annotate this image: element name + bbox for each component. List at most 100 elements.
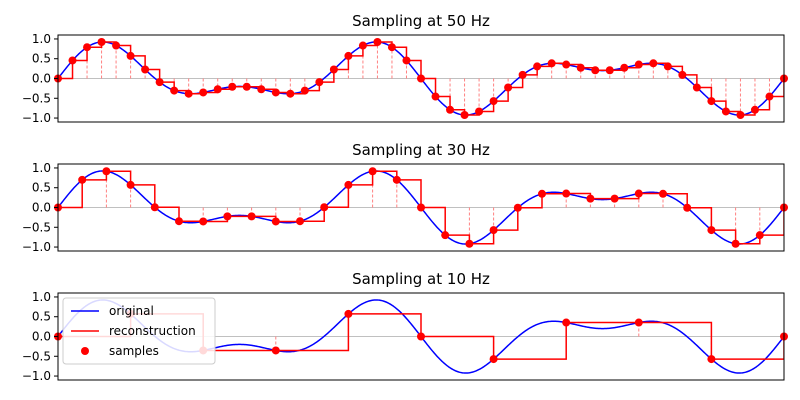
panel-1-sample-point-45: [707, 97, 716, 106]
panel-3-sample-point-4: [344, 309, 353, 318]
legend-reconstruction-label: reconstruction: [109, 324, 196, 338]
panel-2-sample-point-29: [755, 231, 764, 240]
panel-1-sample-point-46: [721, 107, 730, 116]
panel-2-sample-point-27: [707, 226, 716, 235]
panel-1-sample-point-42: [663, 62, 672, 71]
panel-2-sample-point-22: [586, 194, 595, 203]
panel-1-sample-point-41: [649, 59, 658, 68]
panel-1-sample-point-10: [199, 88, 208, 97]
panel-1-ytick-label-1: 0.5: [32, 52, 51, 66]
panel-1-sample-point-12: [228, 82, 237, 91]
panel-1-sample-point-37: [591, 66, 600, 75]
panel-1-sample-point-39: [620, 63, 629, 72]
panel-3-sample-point-9: [707, 355, 716, 364]
panel-2-ytick-label-3: −0.5: [22, 220, 51, 234]
panel-1-sample-point-23: [387, 43, 396, 52]
panel-2-sample-point-16: [441, 231, 450, 240]
panel-2-sample-point-5: [175, 217, 183, 226]
panel-1-sampling-at-50-hz: 1.0 0.5 0.0 −0.5 −1.0 Sampling at 50 Hz: [22, 12, 788, 125]
panel-1-sample-point-4: [112, 41, 121, 50]
panel-1-ytick-label-3: −0.5: [22, 91, 51, 105]
panel-2-sample-point-6: [199, 217, 208, 226]
panel-2-sample-point-9: [271, 217, 280, 226]
panel-2-sample-point-25: [659, 189, 667, 198]
panel-3-sample-point-6: [489, 355, 498, 364]
panel-2-sample-point-19: [513, 203, 522, 212]
panel-2-ytick-label-4: −1.0: [22, 240, 51, 254]
panel-3-ytick-label-1: 0.5: [32, 310, 51, 324]
panel-2-sample-point-28: [731, 239, 740, 248]
panel-3-ytick-label-2: 0.0: [32, 330, 51, 344]
panel-2-sample-point-11: [320, 203, 329, 212]
panel-2-sample-point-10: [296, 217, 304, 226]
panel-1-sample-point-34: [547, 59, 556, 68]
panel-1-ytick-label-4: −1.0: [22, 111, 51, 125]
panel-1-sample-point-14: [257, 85, 266, 94]
panel-2-sample-point-1: [78, 175, 87, 184]
panel-3-sample-point-3: [271, 346, 280, 355]
panel-1-sample-point-31: [504, 83, 513, 92]
panel-3-ytick-label-4: −1.0: [22, 369, 51, 383]
panel-3-title: Sampling at 10 Hz: [352, 270, 490, 288]
legend-samples-label: samples: [109, 344, 159, 358]
panel-1-sample-point-15: [271, 88, 280, 97]
panel-2-sample-point-7: [223, 212, 232, 221]
panel-1-sample-point-49: [765, 92, 774, 101]
panel-2-sample-point-15: [417, 203, 425, 212]
panel-1-sample-point-44: [692, 83, 701, 92]
panel-1-ytick-label-2: 0.0: [32, 72, 51, 86]
panel-1-sample-point-5: [126, 51, 135, 60]
panel-1-sample-point-17: [300, 86, 309, 95]
panel-3-sample-point-7: [562, 318, 571, 327]
panel-2-sample-point-3: [126, 180, 135, 189]
panel-1-sample-point-38: [605, 66, 614, 75]
panel-2-sampling-at-30-hz: 1.0 0.5 0.0 −0.5 −1.0 Sampling at 30 Hz: [22, 141, 788, 254]
panel-1-sample-point-22: [373, 37, 382, 46]
panel-1-sample-point-25: [417, 74, 425, 83]
panel-2-sample-point-26: [683, 203, 692, 212]
panel-1-sample-point-24: [402, 56, 411, 65]
panel-1-ytick-label-0: 1.0: [32, 32, 51, 46]
panel-1-title: Sampling at 50 Hz: [352, 12, 490, 30]
legend-samples-swatch: [81, 347, 89, 355]
panel-3-ytick-label-3: −0.5: [22, 349, 51, 363]
panel-1-sample-point-2: [83, 43, 92, 52]
panel-1-sample-point-33: [533, 62, 542, 71]
panel-1-sample-point-6: [141, 65, 150, 74]
panel-2-sample-point-21: [562, 189, 571, 198]
panel-1-sample-point-30: [489, 97, 498, 106]
panel-2-sample-point-20: [538, 189, 546, 198]
panel-1-sample-point-20: [344, 51, 353, 60]
panel-3-sample-point-8: [634, 318, 643, 327]
panel-3-ytick-label-0: 1.0: [32, 290, 51, 304]
legend-original-label: original: [109, 304, 154, 318]
panel-1-sample-point-43: [678, 70, 687, 79]
panel-2-ytick-label-1: 0.5: [32, 181, 51, 195]
panel-2-sample-point-2: [102, 167, 111, 176]
panel-1-sample-point-40: [634, 60, 643, 69]
panel-1-sample-point-18: [315, 78, 324, 87]
panel-2-sample-point-12: [344, 180, 353, 189]
panel-2-sample-point-23: [610, 194, 619, 203]
panel-2-title: Sampling at 30 Hz: [352, 141, 490, 159]
panel-1-sample-point-3: [97, 37, 106, 46]
panel-1-sample-point-32: [518, 70, 527, 79]
panel-1-sample-point-29: [475, 107, 484, 116]
panel-1-sample-point-11: [213, 85, 222, 94]
panel-1-sample-point-48: [750, 105, 759, 114]
panel-1-sample-point-26: [431, 92, 440, 101]
panel-1-sample-point-21: [358, 41, 367, 50]
panel-2-ytick-label-2: 0.0: [32, 201, 51, 215]
panel-2-sample-point-17: [465, 239, 474, 248]
panel-1-sample-point-16: [286, 89, 295, 98]
panel-2-sample-point-18: [489, 226, 498, 235]
panel-3-sample-point-5: [417, 332, 425, 341]
panel-1-sample-point-35: [562, 60, 571, 69]
panel-2-ytick-label-0: 1.0: [32, 161, 51, 175]
panel-1-sample-point-9: [184, 89, 193, 98]
panel-2-sample-point-14: [392, 175, 401, 184]
panel-2-sample-point-13: [368, 167, 377, 176]
legend: original reconstruction samples: [62, 297, 216, 365]
panel-2-sample-point-8: [247, 212, 256, 221]
